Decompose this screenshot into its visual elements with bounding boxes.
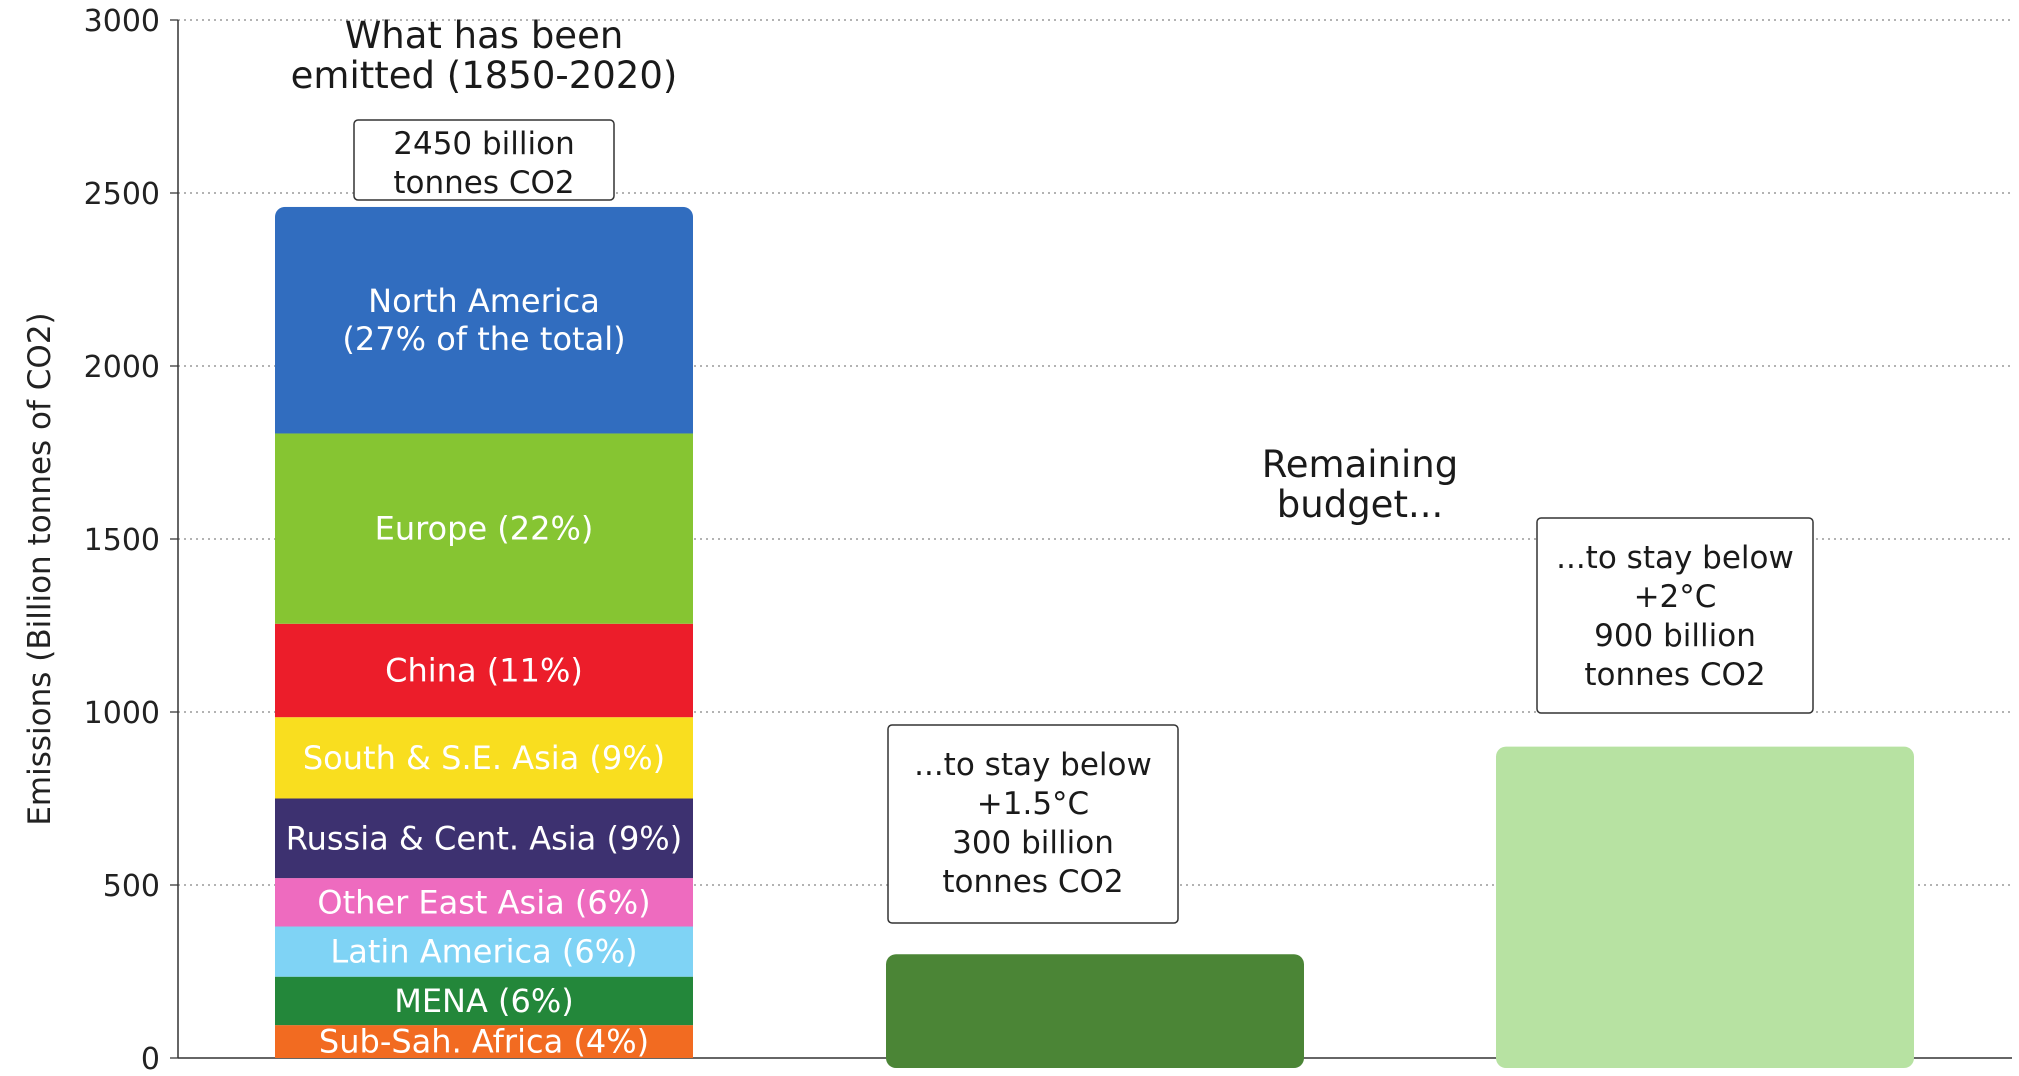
budget-label: ...to stay below +2°C 900 billion tonnes CO… — [1556, 540, 1794, 693]
bar-budget — [1496, 746, 1914, 1068]
segment-label: South & S.E. Asia (9%) — [303, 739, 665, 777]
y-axis-label: Emissions (Billion tonnes of CO2) — [22, 312, 58, 825]
bars — [275, 206, 1914, 1068]
segment-label: North America (27% of the total) — [342, 282, 625, 358]
bar-segment — [275, 1025, 693, 1058]
y-tick-label: 3000 — [84, 4, 160, 39]
y-axis: 0 500 1000 1500 2000 2500 3000 — [84, 4, 2012, 1076]
total-label: 2450 billion tonnes CO2 — [393, 126, 575, 201]
bar-segment — [275, 623, 693, 718]
budget-label: ...to stay below +1.5°C 300 billion tonnes … — [914, 747, 1152, 900]
bar-title: What has been emitted (1850-2020) — [291, 14, 678, 97]
y-tick-label: 500 — [103, 869, 160, 904]
segment-label: MENA (6%) — [394, 982, 574, 1020]
stacked-bar-emitted — [275, 206, 693, 1058]
bar-segment — [275, 798, 693, 879]
bar-segment — [275, 976, 693, 1026]
y-tick-label: 0 — [141, 1042, 160, 1076]
budget-label-box — [887, 724, 1179, 924]
segment-label: Russia & Cent. Asia (9%) — [286, 819, 682, 857]
segment-label: Other East Asia (6%) — [317, 883, 650, 921]
budget-label-box — [1536, 517, 1814, 714]
remaining-budget-annotation: Remaining budget... — [1262, 443, 1458, 526]
y-tick-label: 2500 — [84, 177, 160, 212]
annotations: Sub-Sah. Africa (4%)MENA (6%) Latin Ameri… — [286, 14, 1814, 1061]
segment-label: Sub-Sah. Africa (4%) — [319, 1023, 649, 1061]
bar-segment — [275, 926, 693, 977]
y-tick-label: 1500 — [84, 523, 160, 558]
bar-segment — [275, 433, 693, 624]
bar-segment — [275, 717, 693, 799]
bar-segment — [275, 878, 693, 927]
y-tick-label: 1000 — [84, 696, 160, 731]
total-label-box — [353, 119, 615, 201]
segment-label: Latin America (6%) — [330, 933, 637, 971]
segment-label: Europe (22%) — [375, 510, 594, 548]
segment-label: China (11%) — [385, 651, 583, 689]
bar-segment — [275, 206, 693, 434]
bar-budget — [886, 954, 1304, 1068]
y-tick-label: 2000 — [84, 350, 160, 385]
